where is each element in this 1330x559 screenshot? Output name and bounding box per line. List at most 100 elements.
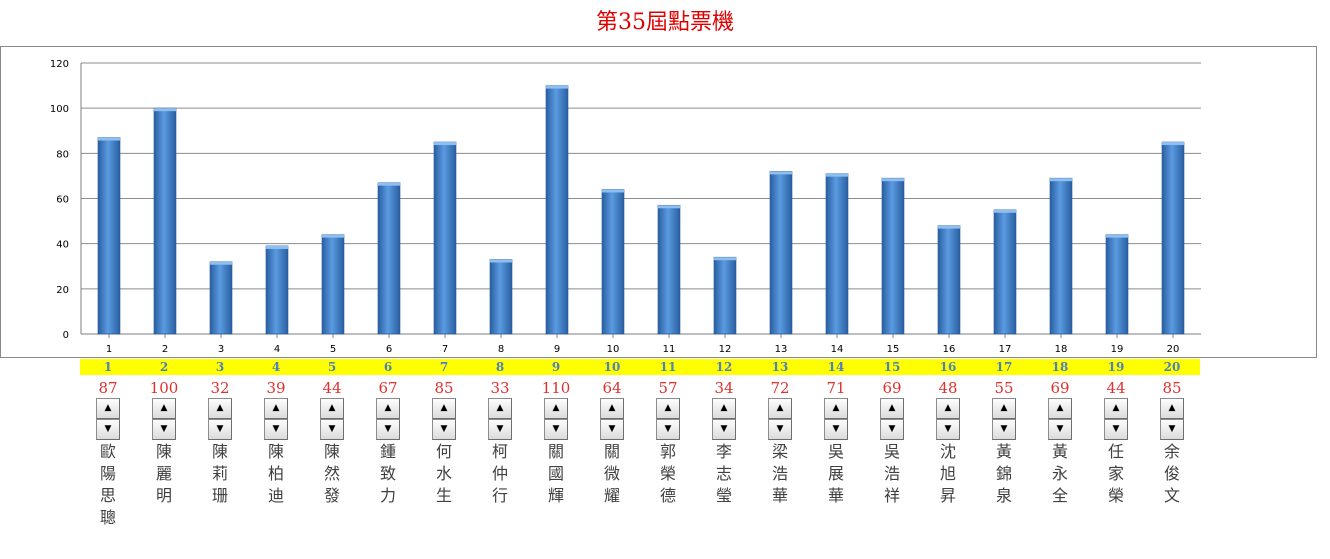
spinner-down-button[interactable]: ▼ xyxy=(208,419,232,440)
spinner-up-button[interactable]: ▲ xyxy=(432,398,456,419)
spinner-up-button[interactable]: ▲ xyxy=(1048,398,1072,419)
spinner-down-button[interactable]: ▼ xyxy=(600,419,624,440)
vote-spinner[interactable]: ▲ ▼ xyxy=(264,398,288,440)
vote-spinner[interactable]: ▲ ▼ xyxy=(432,398,456,440)
x-tick-label: 19 xyxy=(1111,344,1124,355)
bar-cap xyxy=(602,189,624,193)
candidate-number: 5 xyxy=(327,360,337,374)
spinner-up-button[interactable]: ▲ xyxy=(1160,398,1184,419)
vote-spinner[interactable]: ▲ ▼ xyxy=(96,398,120,440)
bar-cap xyxy=(266,245,288,249)
spinner-down-button[interactable]: ▼ xyxy=(712,419,736,440)
vote-spinner[interactable]: ▲ ▼ xyxy=(1160,398,1184,440)
vote-spinner[interactable]: ▲ ▼ xyxy=(712,398,736,440)
vote-spinner[interactable]: ▲ ▼ xyxy=(1104,398,1128,440)
spinner-down-button[interactable]: ▼ xyxy=(96,419,120,440)
triangle-down-icon: ▼ xyxy=(608,424,616,434)
candidate-name-char: 何 xyxy=(435,442,452,461)
bar xyxy=(1105,234,1129,335)
candidate-name-char: 黃 xyxy=(995,442,1012,461)
spinner-down-button[interactable]: ▼ xyxy=(1104,419,1128,440)
candidate-name-char: 聰 xyxy=(99,508,116,527)
vote-count: 39 xyxy=(266,379,286,397)
spinner-down-button[interactable]: ▼ xyxy=(656,419,680,440)
candidate-name: 黃錦泉 xyxy=(992,441,1016,507)
spinner-up-button[interactable]: ▲ xyxy=(264,398,288,419)
spinner-down-button[interactable]: ▼ xyxy=(152,419,176,440)
chart-area: 0 20 40 60 80 100 120 1 2 3 4 5 6 7 8 9 10 11 12 13 14 15 16 17… xyxy=(0,46,1317,358)
spinner-down-button[interactable]: ▼ xyxy=(880,419,904,440)
spinner-down-button[interactable]: ▼ xyxy=(488,419,512,440)
spinner-down-button[interactable]: ▼ xyxy=(1048,419,1072,440)
candidate-name-char: 致 xyxy=(379,464,396,483)
vote-spinner[interactable]: ▲ ▼ xyxy=(768,398,792,440)
triangle-up-icon: ▲ xyxy=(440,403,448,413)
vote-spinner[interactable]: ▲ ▼ xyxy=(656,398,680,440)
y-tick-label: 80 xyxy=(56,149,69,160)
spinner-up-button[interactable]: ▲ xyxy=(544,398,568,419)
vote-spinner[interactable]: ▲ ▼ xyxy=(208,398,232,440)
x-tick-label: 12 xyxy=(719,344,732,355)
candidate-number: 3 xyxy=(215,360,225,374)
spinner-down-button[interactable]: ▼ xyxy=(376,419,400,440)
spinner-up-button[interactable]: ▲ xyxy=(936,398,960,419)
candidate-name-char: 吳 xyxy=(827,442,844,461)
spinner-up-button[interactable]: ▲ xyxy=(768,398,792,419)
spinner-down-button[interactable]: ▼ xyxy=(264,419,288,440)
spinner-up-button[interactable]: ▲ xyxy=(880,398,904,419)
triangle-up-icon: ▲ xyxy=(888,403,896,413)
vote-spinner[interactable]: ▲ ▼ xyxy=(488,398,512,440)
x-tick-label: 15 xyxy=(887,344,900,355)
spinner-down-button[interactable]: ▼ xyxy=(320,419,344,440)
candidate-name: 柯仲行 xyxy=(488,441,512,507)
candidate-name-char: 陽 xyxy=(99,464,116,483)
spinner-down-button[interactable]: ▼ xyxy=(768,419,792,440)
spinner-up-button[interactable]: ▲ xyxy=(96,398,120,419)
spinner-down-button[interactable]: ▼ xyxy=(1160,419,1184,440)
vote-spinner[interactable]: ▲ ▼ xyxy=(152,398,176,440)
vote-spinner[interactable]: ▲ ▼ xyxy=(880,398,904,440)
vote-spinner[interactable]: ▲ ▼ xyxy=(544,398,568,440)
spinner-up-button[interactable]: ▲ xyxy=(376,398,400,419)
spinner-up-button[interactable]: ▲ xyxy=(824,398,848,419)
vote-spinner[interactable]: ▲ ▼ xyxy=(1048,398,1072,440)
spinner-down-button[interactable]: ▼ xyxy=(544,419,568,440)
spinner-up-button[interactable]: ▲ xyxy=(152,398,176,419)
x-tick-label: 1 xyxy=(106,344,112,355)
triangle-down-icon: ▼ xyxy=(384,424,392,434)
vote-spinner[interactable]: ▲ ▼ xyxy=(320,398,344,440)
spinner-up-button[interactable]: ▲ xyxy=(208,398,232,419)
triangle-up-icon: ▲ xyxy=(1168,403,1176,413)
spinner-down-button[interactable]: ▼ xyxy=(432,419,456,440)
triangle-down-icon: ▼ xyxy=(160,424,168,434)
bar-cap xyxy=(1162,142,1184,146)
spinner-up-button[interactable]: ▲ xyxy=(992,398,1016,419)
spinner-up-button[interactable]: ▲ xyxy=(656,398,680,419)
spinner-up-button[interactable]: ▲ xyxy=(600,398,624,419)
spinner-down-button[interactable]: ▼ xyxy=(936,419,960,440)
spinner-up-button[interactable]: ▲ xyxy=(488,398,512,419)
candidate-name: 梁浩華 xyxy=(768,441,792,507)
vote-spinner[interactable]: ▲ ▼ xyxy=(936,398,960,440)
candidate-name: 吳浩祥 xyxy=(880,441,904,507)
vote-spinner[interactable]: ▲ ▼ xyxy=(376,398,400,440)
triangle-up-icon: ▲ xyxy=(160,403,168,413)
candidate-name-char: 志 xyxy=(715,464,732,483)
candidate-name-char: 華 xyxy=(827,486,844,505)
vote-spinner[interactable]: ▲ ▼ xyxy=(824,398,848,440)
vote-count: 32 xyxy=(210,379,230,397)
spinner-down-button[interactable]: ▼ xyxy=(992,419,1016,440)
bar-cap xyxy=(210,261,232,265)
vote-spinner[interactable]: ▲ ▼ xyxy=(600,398,624,440)
bar-cap xyxy=(658,205,680,209)
candidate-name-char: 柯 xyxy=(491,442,508,461)
spinner-down-button[interactable]: ▼ xyxy=(824,419,848,440)
vote-spinner[interactable]: ▲ ▼ xyxy=(992,398,1016,440)
spinner-up-button[interactable]: ▲ xyxy=(1104,398,1128,419)
spinner-up-button[interactable]: ▲ xyxy=(320,398,344,419)
triangle-up-icon: ▲ xyxy=(552,403,560,413)
bar xyxy=(545,85,569,335)
candidate-number: 1 xyxy=(103,360,113,374)
spinner-up-button[interactable]: ▲ xyxy=(712,398,736,419)
vote-count: 110 xyxy=(541,379,571,397)
